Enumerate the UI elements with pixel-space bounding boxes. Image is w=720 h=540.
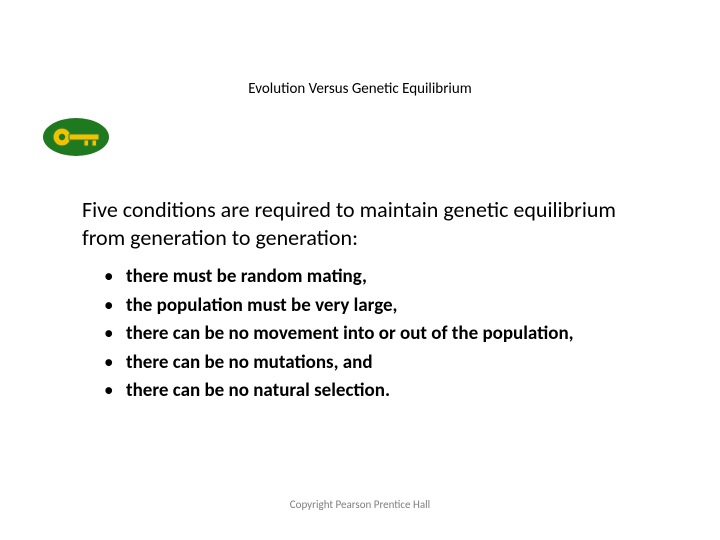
bullet-text: the population must be very large, — [126, 292, 397, 321]
list-item: • there must be random mating, — [104, 263, 680, 292]
bullet-marker: • — [104, 292, 126, 321]
list-item: • there can be no natural selection. — [104, 377, 680, 406]
bullet-marker: • — [104, 263, 126, 292]
bullet-marker: • — [104, 320, 126, 349]
list-item: • there can be no movement into or out o… — [104, 320, 680, 349]
bullet-marker: • — [104, 377, 126, 406]
key-icon — [42, 117, 110, 157]
bullet-marker: • — [104, 349, 126, 378]
slide-title: Evolution Versus Genetic Equilibrium — [0, 80, 720, 98]
slide: Evolution Versus Genetic Equilibrium Fiv… — [0, 0, 720, 540]
bullet-text: there can be no mutations, and — [126, 349, 373, 378]
bullet-text: there must be random mating, — [126, 263, 367, 292]
list-item: • there can be no mutations, and — [104, 349, 680, 378]
copyright-footer: Copyright Pearson Prentice Hall — [0, 498, 720, 511]
bullet-text: there can be no natural selection. — [126, 377, 390, 406]
intro-text: Five conditions are required to maintain… — [82, 196, 658, 251]
bullet-text: there can be no movement into or out of … — [126, 320, 574, 349]
bullet-list: • there must be random mating, • the pop… — [104, 263, 680, 406]
list-item: • the population must be very large, — [104, 292, 680, 321]
